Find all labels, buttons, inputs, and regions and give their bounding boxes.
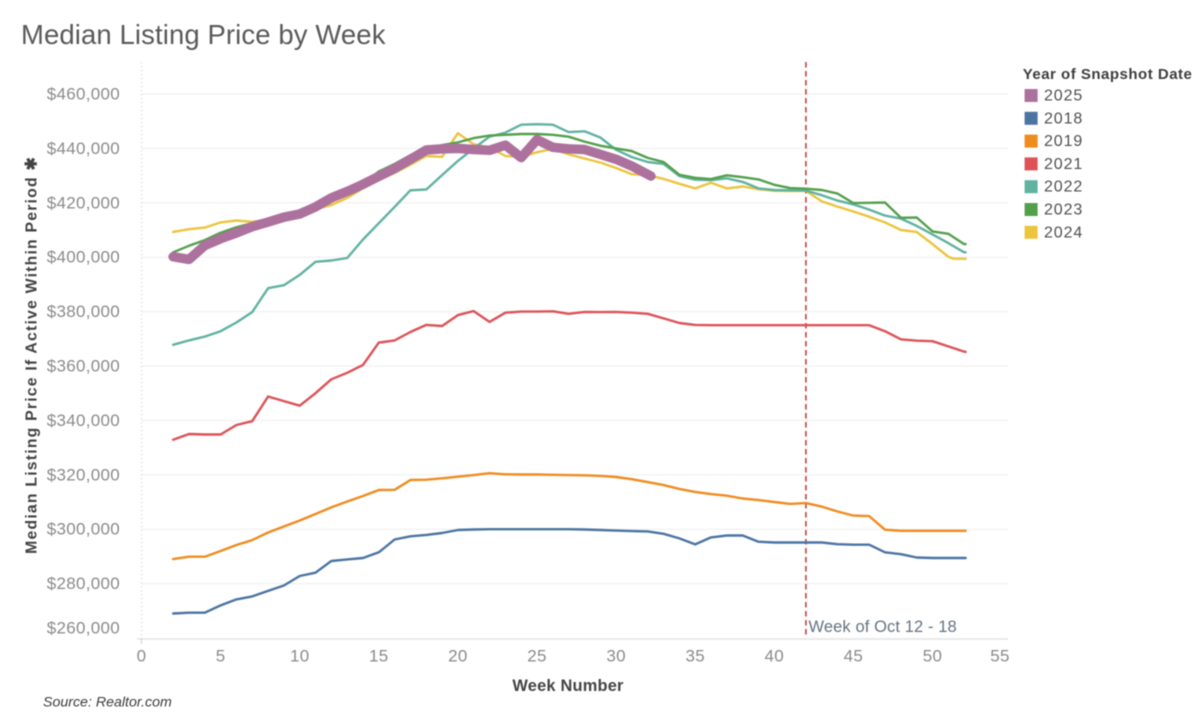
svg-text:50: 50 [923, 647, 943, 666]
svg-text:20: 20 [448, 647, 468, 666]
svg-text:Source: Realtor.com: Source: Realtor.com [43, 695, 172, 711]
svg-text:35: 35 [685, 647, 705, 666]
svg-text:30: 30 [606, 647, 626, 666]
svg-text:40: 40 [765, 647, 785, 666]
svg-text:Median Listing Price If Active: Median Listing Price If Active Within Pe… [24, 156, 41, 554]
svg-text:$280,000: $280,000 [47, 574, 120, 593]
svg-text:$420,000: $420,000 [47, 193, 120, 212]
svg-text:2019: 2019 [1044, 133, 1083, 150]
svg-text:Week of Oct 12 - 18: Week of Oct 12 - 18 [809, 618, 957, 636]
svg-text:$380,000: $380,000 [47, 302, 120, 321]
svg-text:$320,000: $320,000 [47, 465, 120, 484]
svg-text:5: 5 [216, 647, 226, 666]
svg-text:55: 55 [990, 647, 1010, 666]
svg-text:Year of Snapshot Date: Year of Snapshot Date [1023, 66, 1193, 83]
svg-text:2021: 2021 [1044, 156, 1083, 173]
svg-text:2023: 2023 [1044, 202, 1083, 219]
svg-text:$300,000: $300,000 [47, 520, 120, 539]
svg-text:$460,000: $460,000 [47, 85, 120, 104]
svg-text:$340,000: $340,000 [47, 411, 120, 430]
svg-text:25: 25 [527, 647, 547, 666]
svg-text:2018: 2018 [1044, 110, 1083, 127]
svg-text:$400,000: $400,000 [47, 248, 120, 267]
svg-text:2025: 2025 [1044, 88, 1083, 105]
svg-text:Week Number: Week Number [512, 677, 624, 695]
svg-text:$260,000: $260,000 [47, 619, 120, 638]
svg-text:0: 0 [137, 647, 147, 666]
svg-text:15: 15 [369, 647, 389, 666]
svg-text:45: 45 [844, 647, 864, 666]
svg-text:$360,000: $360,000 [47, 357, 120, 376]
svg-text:10: 10 [290, 647, 310, 666]
svg-text:2024: 2024 [1044, 224, 1083, 241]
svg-text:2022: 2022 [1044, 179, 1083, 196]
svg-text:Median Listing Price by Week: Median Listing Price by Week [21, 19, 386, 50]
svg-text:$440,000: $440,000 [47, 139, 120, 158]
